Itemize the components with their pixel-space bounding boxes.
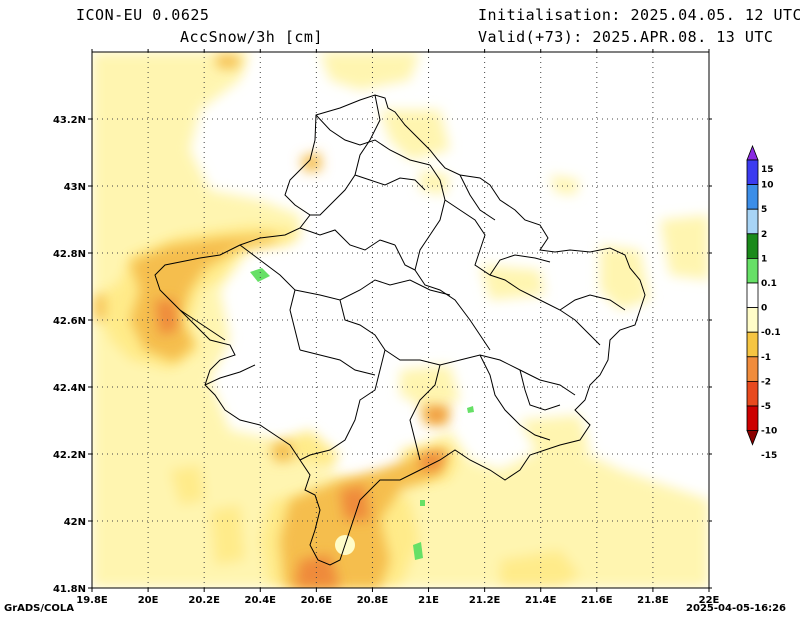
- colorbar-bottom-arrow: [746, 430, 759, 446]
- valid-time-label: Valid(+73): 2025.APR.08. 13 UTC: [478, 28, 774, 46]
- lat-tick-label: 43.2N: [53, 115, 86, 126]
- borders: [154, 94, 646, 566]
- colorbar-label: -10: [761, 427, 777, 437]
- colorbar-swatch: [746, 380, 759, 407]
- lon-tick-label: 21.8E: [637, 595, 669, 606]
- credit-label: GrADS/COLA: [4, 603, 74, 614]
- colorbar-swatch: [746, 356, 759, 382]
- colorbar-label: -0.1: [761, 328, 781, 338]
- latitude-labels: 41.8N 42N 42.2N 42.4N 42.6N 42.8N 43N 43.2N: [53, 115, 86, 595]
- colorbar-label: -1: [761, 353, 771, 363]
- lat-tick-label: 42.2N: [53, 450, 86, 461]
- lat-tick-label: 41.8N: [53, 584, 86, 595]
- colorbar-swatch: [746, 233, 759, 259]
- colorbar: 15 10 5 2 1 0.1 0 -0.1 -1 -2 -5 -10 -15: [746, 144, 781, 461]
- colorbar-label: 1: [761, 254, 767, 264]
- colorbar-label: 10: [761, 181, 774, 191]
- lon-tick-label: 20E: [138, 595, 159, 606]
- timestamp-label: 2025-04-05-16:26: [686, 603, 786, 614]
- initialisation-label: Initialisation: 2025.04.05. 12 UTC: [478, 6, 800, 24]
- colorbar-swatch: [746, 282, 759, 309]
- model-label: ICON-EU 0.0625: [76, 6, 210, 24]
- longitude-labels: 19.8E 20E 20.2E 20.4E 20.6E 20.8E 21E 21.2E 21.4…: [76, 595, 719, 606]
- colorbar-swatch: [746, 331, 759, 358]
- lat-tick-label: 42.6N: [53, 316, 86, 327]
- lon-tick-label: 20.6E: [301, 595, 333, 606]
- colorbar-label: -2: [761, 377, 771, 387]
- colorbar-label: -15: [761, 451, 777, 461]
- lon-tick-label: 20.4E: [245, 595, 277, 606]
- colorbar-swatch: [746, 307, 759, 333]
- colorbar-label: 0: [761, 304, 767, 314]
- colorbar-label: 0.1: [761, 279, 777, 289]
- lon-tick-label: 20.8E: [357, 595, 389, 606]
- colorbar-label: 15: [761, 165, 774, 175]
- colorbar-swatch: [746, 159, 759, 186]
- lon-tick-label: 19.8E: [76, 595, 108, 606]
- lat-tick-label: 42.4N: [53, 383, 86, 394]
- colorbar-swatch: [746, 208, 759, 235]
- lat-tick-label: 43N: [64, 182, 86, 193]
- lon-tick-label: 22E: [699, 595, 720, 606]
- colorbar-label: 5: [761, 205, 767, 215]
- colorbar-label: 2: [761, 230, 767, 240]
- colorbar-label: -5: [761, 402, 771, 412]
- lon-tick-label: 20.2E: [188, 595, 220, 606]
- colorbar-top-arrow: [746, 144, 759, 161]
- axis-ticks: [88, 49, 712, 592]
- lon-tick-label: 21.4E: [525, 595, 557, 606]
- lat-tick-label: 42N: [64, 517, 86, 528]
- colorbar-swatch: [746, 184, 759, 210]
- lon-tick-label: 21E: [418, 595, 439, 606]
- colorbar-swatch: [746, 257, 759, 284]
- colorbar-swatch: [746, 405, 759, 432]
- lon-tick-label: 21.6E: [581, 595, 613, 606]
- lat-tick-label: 42.8N: [53, 249, 86, 260]
- field-label: AccSnow/3h [cm]: [180, 28, 323, 46]
- snow-field: [92, 52, 709, 588]
- lon-tick-label: 21.2E: [469, 595, 501, 606]
